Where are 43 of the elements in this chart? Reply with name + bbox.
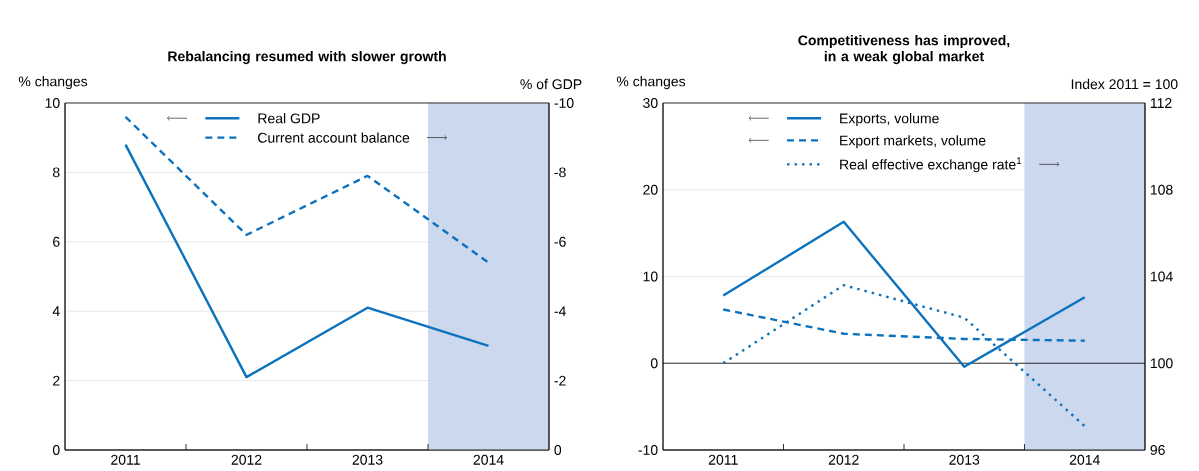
y-tick-label: 2 [53,375,60,386]
y2-tick-label: 0 [554,445,562,455]
legend-label: Real GDP [258,113,320,124]
legend-label: Current account balance [258,132,410,143]
y2-tick-label: -10 [554,98,574,108]
y2-tick-label: 112 [1150,98,1172,108]
legend-label: Export markets, volume [840,135,986,149]
y2-tick-label: -6 [554,236,566,247]
y2-tick-label: -4 [554,306,566,317]
x-tick-label: 2013 [949,454,980,465]
y2-tick-label: 104 [1150,271,1173,282]
y2-axis-title: Index 2011 = 100 [1071,78,1178,90]
line-series [124,143,490,379]
legend-label: Exports, volume [840,113,939,127]
chart-title: Competitiveness has improved, in a weak global market [798,35,1010,65]
y-tick-label: 30 [643,98,658,108]
x-tick-label: 2013 [352,454,383,465]
x-tick-label: 2014 [473,454,504,465]
x-tick-label: 2011 [708,454,738,465]
x-tick-label: 2014 [1069,454,1100,465]
y-tick-label: 10 [45,98,60,108]
x-tick-label: 2011 [111,454,140,465]
line-series [124,115,490,264]
y-tick-label: 0 [52,445,60,455]
y-axis-title: % changes [18,76,88,90]
y-tick-label: 8 [52,167,60,178]
y-tick-label: -10 [638,445,658,455]
y-tick-label: 20 [643,184,658,195]
legend-label: Real effective exchange rate$^{1}$ [840,157,1022,173]
y-tick-label: 0 [650,358,658,369]
x-tick-label: 2012 [828,454,859,465]
y2-tick-label: 108 [1150,184,1173,195]
y-tick-label: 10 [643,271,658,282]
y-tick-label: 4 [52,306,60,316]
y2-tick-label: 100 [1150,358,1173,369]
y2-tick-label: 96 [1150,445,1165,455]
y-tick-label: 6 [53,236,60,247]
x-tick-label: 2012 [231,454,262,465]
chart-title: Rebalancing resumed with slower growth [168,51,446,65]
y2-axis-title: % of GDP [520,78,582,90]
y2-tick-label: -2 [554,375,566,386]
y2-tick-label: -8 [554,167,566,178]
y-axis-title: % changes [616,76,686,90]
